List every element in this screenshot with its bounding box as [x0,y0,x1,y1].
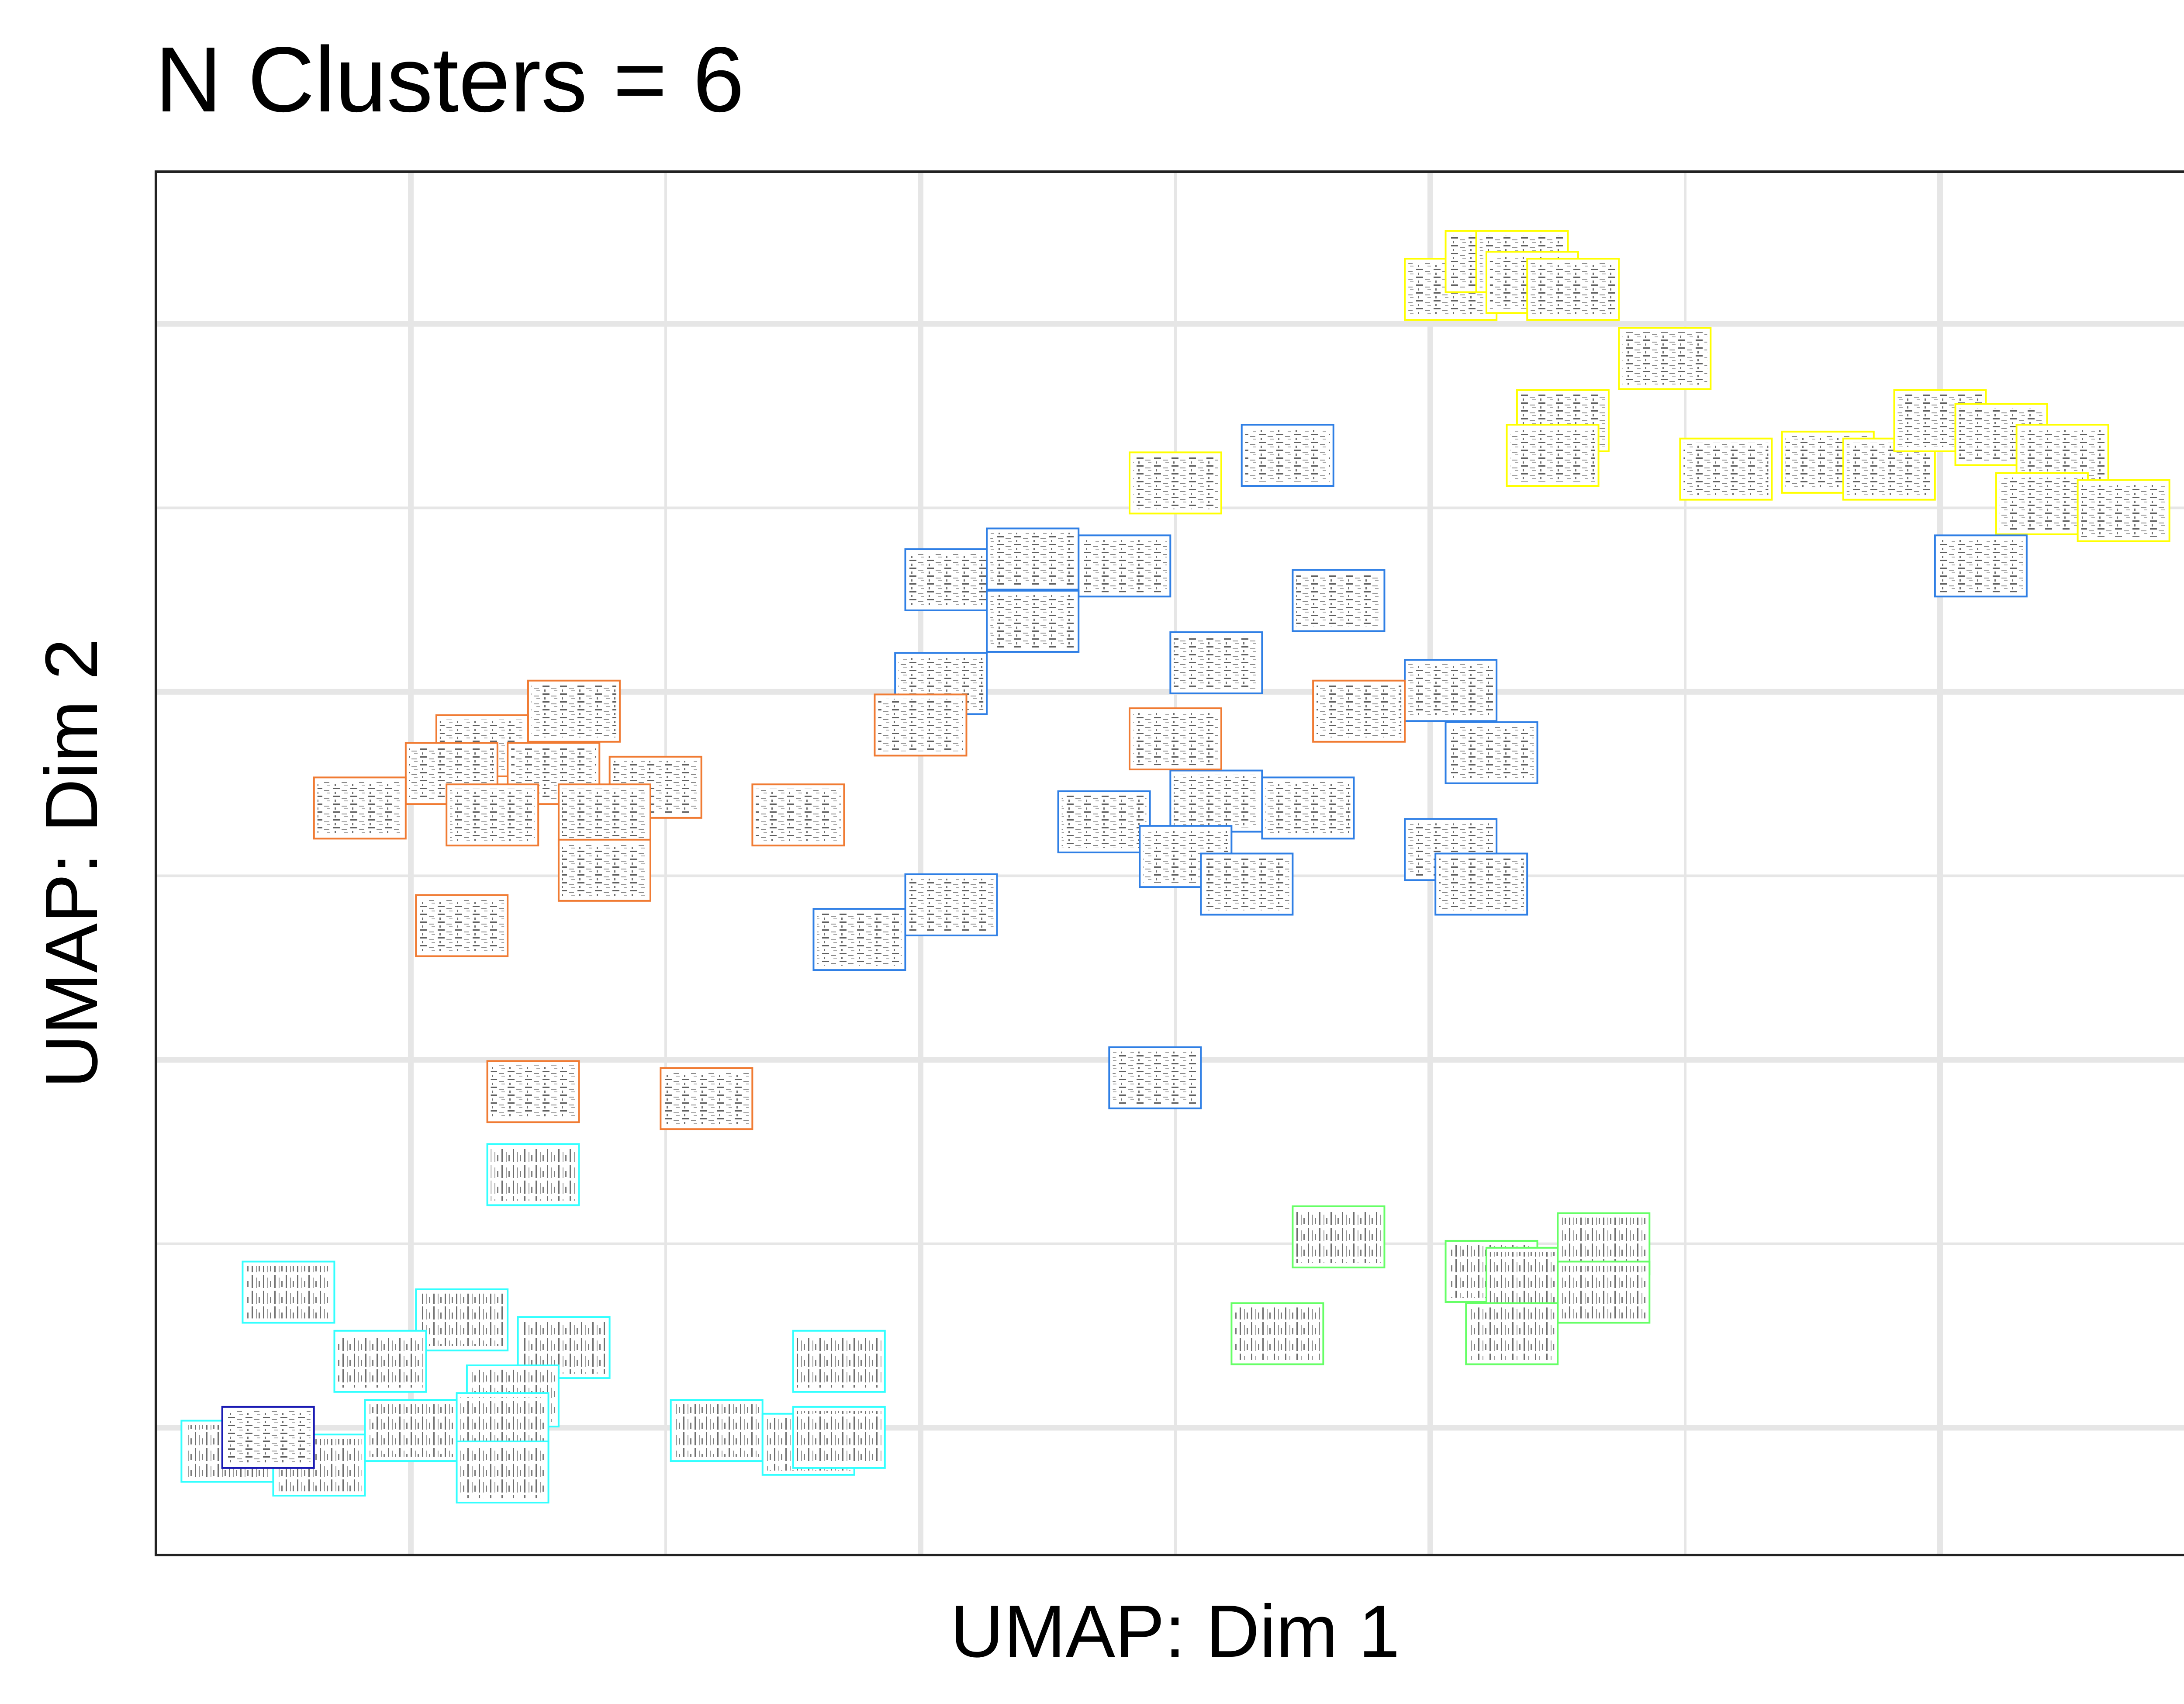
point-thumbnail [1312,679,1406,743]
point-thumbnail [557,838,651,902]
point-thumbnail [242,1261,335,1324]
point-thumbnail [1506,424,1600,487]
point-thumbnail [1129,451,1222,515]
point-thumbnail [486,1143,580,1206]
point-thumbnail [1129,707,1222,771]
point-thumbnail [1526,258,1620,321]
point-thumbnail [1618,327,1712,390]
point-thumbnail [2077,479,2170,542]
point-thumbnail [1230,1302,1324,1365]
point-thumbnail [792,1330,886,1393]
point-thumbnail [1241,424,1334,487]
point-thumbnail [1679,437,1773,501]
point-thumbnail [660,1067,753,1130]
points-layer [180,230,2170,1504]
point-thumbnail [1434,852,1528,916]
chart-title: N Clusters = 6 [155,28,744,131]
point-thumbnail [1078,534,1171,598]
point-thumbnail [1465,1302,1559,1365]
y-axis-label: UMAP: Dim 2 [30,638,113,1088]
point-thumbnail [874,693,968,757]
point-thumbnail [1404,659,1498,722]
point-thumbnail [1292,1205,1386,1268]
plot-panel-border [155,170,2184,1556]
point-thumbnail [986,527,1080,591]
point-thumbnail [1934,534,2028,598]
point-thumbnail [986,589,1080,653]
point-thumbnail [404,742,498,805]
point-thumbnail [670,1399,764,1462]
point-thumbnail [792,1406,886,1469]
point-thumbnail [1108,1046,1202,1109]
point-thumbnail [904,873,998,936]
point-thumbnail [1954,403,2048,466]
point-thumbnail [557,783,651,847]
point-thumbnail [456,1441,549,1504]
point-thumbnail [415,1288,509,1351]
point-thumbnail [1292,569,1386,632]
point-thumbnail [313,776,407,840]
point-thumbnail [1169,769,1263,833]
point-thumbnail [1995,472,2089,535]
x-axis-label: UMAP: Dim 1 [950,1590,1400,1673]
point-thumbnail [333,1330,427,1393]
point-thumbnail [486,1060,580,1123]
point-thumbnail [1261,776,1355,840]
point-thumbnail [751,783,845,847]
point-thumbnail [527,679,621,743]
point-thumbnail [904,548,998,611]
point-thumbnail [221,1406,315,1469]
point-thumbnail [1169,631,1263,694]
point-thumbnail [415,894,509,957]
point-thumbnail [1444,721,1538,784]
point-thumbnail [446,783,539,847]
point-thumbnail [812,908,906,971]
point-thumbnail [1557,1261,1651,1324]
point-thumbnail [364,1399,458,1462]
point-thumbnail [1200,852,1294,916]
point-thumbnail [1057,790,1151,854]
